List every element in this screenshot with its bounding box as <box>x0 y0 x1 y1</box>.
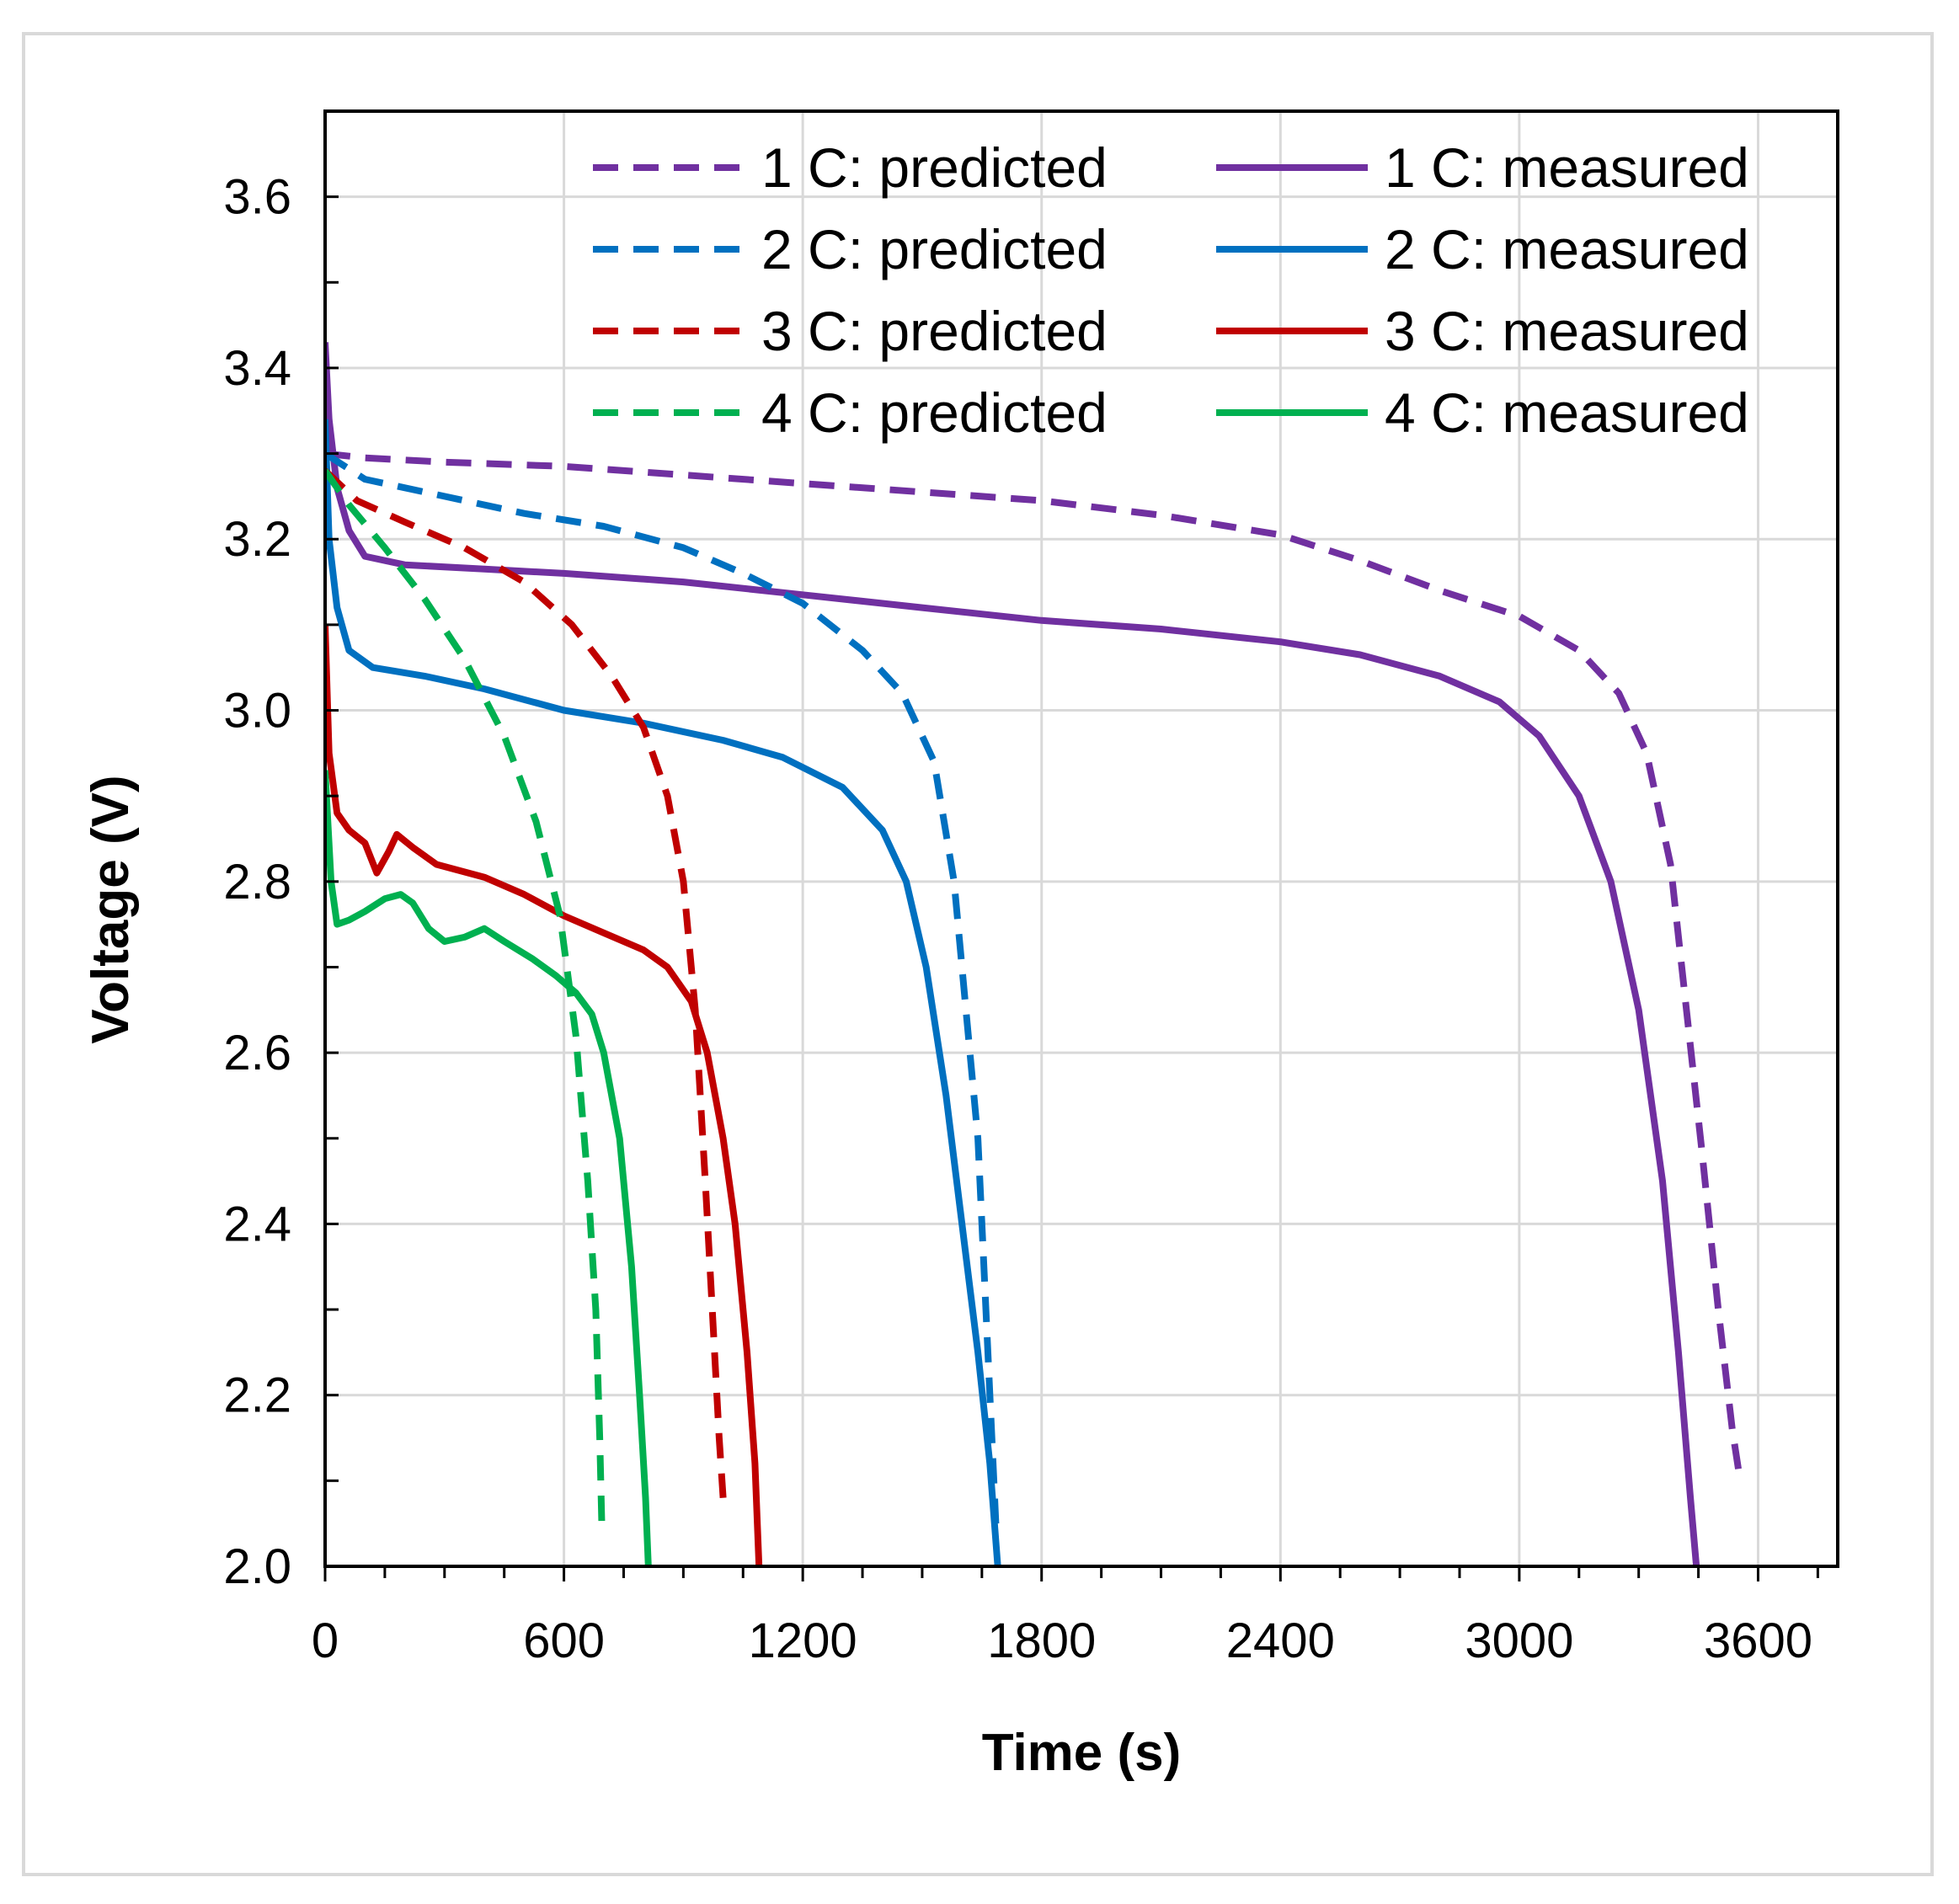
x-tick-label: 0 <box>312 1613 339 1668</box>
legend-label-3-c-predicted: 3 C: predicted <box>761 300 1108 362</box>
x-tick-label: 3600 <box>1704 1613 1812 1668</box>
y-tick-label: 2.8 <box>223 855 291 909</box>
x-axis-title: Time (s) <box>982 1724 1182 1782</box>
y-tick-label: 2.0 <box>223 1539 291 1594</box>
legend-label-4-c-predicted: 4 C: predicted <box>761 381 1108 444</box>
series-line-1-c-predicted <box>325 450 1744 1482</box>
legend-label-3-c-measured: 3 C: measured <box>1385 300 1749 362</box>
y-tick-label: 3.6 <box>223 170 291 225</box>
series-line-4-c-predicted <box>325 468 606 1524</box>
y-tick-label: 3.0 <box>223 684 291 739</box>
series-line-3-c-measured <box>325 624 763 1566</box>
axis-ticks <box>323 195 1819 1581</box>
legend-label-2-c-predicted: 2 C: predicted <box>761 218 1108 280</box>
x-tick-label: 1200 <box>749 1613 857 1668</box>
tick-labels: 0 600 1200 1800 2400 3000 3600 2.0 2.2 2.4 2.6 2.8 3… <box>223 170 1812 1668</box>
legend-label-1-c-measured: 1 C: measured <box>1385 136 1749 199</box>
series-line-2-c-measured <box>325 419 1001 1566</box>
y-tick-label: 3.2 <box>223 512 291 567</box>
series-line-4-c-measured <box>325 770 652 1566</box>
y-tick-label: 3.4 <box>223 341 291 396</box>
y-tick-label: 2.6 <box>223 1026 291 1080</box>
legend-label-4-c-measured: 4 C: measured <box>1385 381 1749 444</box>
series-line-1-c-measured <box>325 342 1700 1566</box>
legend-label-1-c-predicted: 1 C: predicted <box>761 136 1108 199</box>
y-tick-label: 2.4 <box>223 1197 291 1251</box>
series-lines <box>325 342 1744 1566</box>
series-line-2-c-predicted <box>325 451 1000 1524</box>
chart-frame <box>22 32 1934 1876</box>
y-axis-title: Voltage (V) <box>82 775 140 1043</box>
series-line-3-c-predicted <box>325 467 727 1498</box>
x-tick-label: 600 <box>523 1613 605 1668</box>
legend: 1 C: predicted 1 C: measured 2 C: predicte… <box>593 136 1749 444</box>
x-tick-label: 1800 <box>987 1613 1096 1668</box>
plot-area-border <box>323 109 1839 1568</box>
y-tick-label: 2.2 <box>223 1368 291 1423</box>
x-tick-label: 3000 <box>1465 1613 1573 1668</box>
x-tick-label: 2400 <box>1226 1613 1335 1668</box>
legend-label-2-c-measured: 2 C: measured <box>1385 218 1749 280</box>
